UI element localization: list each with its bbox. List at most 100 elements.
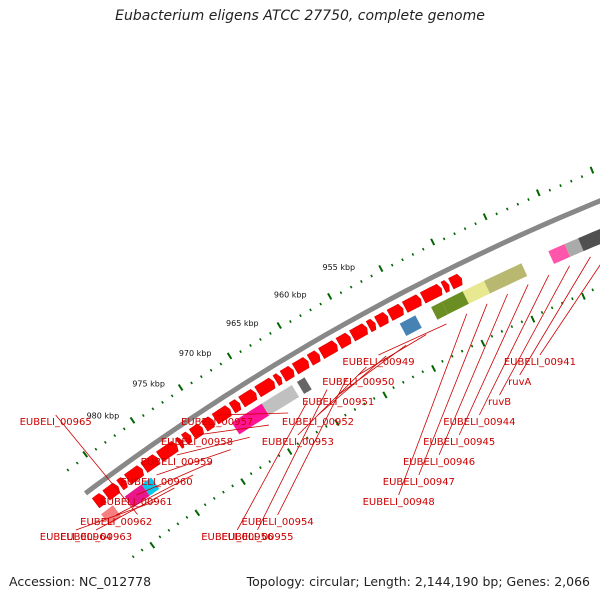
inner-tick bbox=[194, 509, 201, 517]
inner-tick bbox=[353, 408, 357, 411]
scale-tick bbox=[276, 321, 282, 330]
gene-arrow bbox=[386, 303, 404, 321]
scale-tick bbox=[559, 184, 562, 188]
inner-tick bbox=[520, 320, 524, 324]
inner-tick bbox=[259, 466, 262, 470]
inner-tick bbox=[401, 380, 405, 384]
leader-line bbox=[297, 366, 367, 436]
inner-tick bbox=[131, 555, 135, 559]
gene-label: EUBELI_00954 bbox=[242, 517, 314, 528]
gene-arrow bbox=[175, 437, 185, 449]
scale-tick bbox=[401, 258, 404, 262]
gene-arrow bbox=[291, 357, 310, 375]
scale-tick bbox=[482, 213, 488, 221]
inner-tick bbox=[158, 535, 162, 539]
scale-label: 965 kbp bbox=[226, 319, 259, 328]
gene-label: EUBELI_00949 bbox=[342, 357, 414, 368]
leader-line bbox=[418, 303, 488, 476]
gene-arrow bbox=[401, 294, 422, 313]
scale-tick bbox=[129, 416, 136, 424]
inner-tick bbox=[571, 297, 574, 301]
scale-tick bbox=[259, 337, 262, 341]
gene-arrow bbox=[238, 388, 258, 408]
leader-line bbox=[257, 389, 328, 531]
inner-tick bbox=[240, 478, 246, 486]
inner-tick bbox=[540, 310, 544, 314]
inner-tick bbox=[268, 460, 272, 464]
gene-label: EUBELI_00947 bbox=[383, 477, 455, 488]
scale-tick bbox=[161, 400, 164, 404]
feature-domains bbox=[101, 229, 600, 526]
gene-label: EUBELI_00956 bbox=[201, 532, 273, 543]
scale-tick bbox=[453, 232, 456, 236]
domain-block bbox=[578, 229, 600, 252]
gene-label: EUBELI_00945 bbox=[423, 437, 495, 448]
gene-label: EUBELI_00944 bbox=[443, 417, 515, 428]
scale-tick bbox=[249, 344, 252, 347]
gene-label: EUBELI_00946 bbox=[403, 457, 475, 468]
gene-arrow bbox=[155, 440, 179, 463]
inner-tick bbox=[203, 503, 207, 507]
leader-line bbox=[499, 265, 570, 396]
scale-tick bbox=[151, 407, 155, 411]
scale-tick bbox=[319, 302, 322, 306]
scale-tick bbox=[82, 450, 89, 458]
scale-tick bbox=[309, 308, 312, 312]
gene-arrow bbox=[448, 273, 463, 290]
gene-arrow bbox=[374, 312, 389, 328]
scale-tick bbox=[390, 263, 394, 267]
inner-tick bbox=[470, 344, 474, 348]
leader-line bbox=[277, 377, 348, 516]
scale-tick bbox=[474, 222, 477, 226]
inner-tick bbox=[140, 548, 144, 552]
gene-arrow bbox=[306, 350, 321, 366]
scale-tick bbox=[103, 440, 107, 444]
scale-tick bbox=[75, 461, 79, 465]
leader-line bbox=[479, 274, 550, 416]
scale-tick bbox=[299, 314, 302, 318]
inner-tick bbox=[185, 515, 189, 519]
gene-label: EUBELI_00957 bbox=[181, 417, 253, 428]
gene-arrow bbox=[188, 423, 205, 440]
leader-line bbox=[75, 500, 157, 531]
scale-tick bbox=[430, 238, 436, 246]
scale-tick bbox=[516, 202, 520, 206]
gene-arrow bbox=[279, 365, 295, 382]
leader-line bbox=[236, 401, 308, 531]
gene-labels: EUBELI_00941 ruvA ruvB EUBELI_00944 EUBELI_0… bbox=[20, 357, 576, 543]
inner-tick bbox=[490, 334, 494, 338]
gene-label: EUBELI_00962 bbox=[80, 517, 152, 528]
leader-line bbox=[136, 461, 213, 496]
gene-arrow bbox=[365, 318, 377, 333]
domain-block bbox=[548, 244, 571, 264]
scale-tick bbox=[463, 227, 467, 231]
scale-ticks bbox=[66, 166, 595, 559]
scale-tick bbox=[226, 352, 233, 360]
leader-line bbox=[156, 449, 231, 476]
leader-line bbox=[337, 344, 407, 396]
scale-tick bbox=[421, 247, 425, 251]
gene-arrow bbox=[200, 416, 215, 432]
scale-label: 975 kbp bbox=[132, 380, 165, 389]
map-title: Eubacterium eligens ATCC 27750, complete… bbox=[115, 8, 485, 24]
scale-tick bbox=[239, 350, 242, 354]
gene-label: EUBELI_00959 bbox=[141, 457, 213, 468]
gene-arrow bbox=[123, 465, 145, 485]
scale-tick bbox=[113, 434, 117, 438]
inner-tick bbox=[510, 325, 514, 329]
gene-arrow bbox=[349, 323, 368, 342]
scale-tick bbox=[527, 198, 530, 201]
leader-line bbox=[217, 412, 289, 416]
leader-line bbox=[519, 256, 591, 376]
scale-tick bbox=[66, 468, 70, 472]
domain-block bbox=[564, 238, 584, 257]
domain-block bbox=[484, 263, 528, 294]
leader-line bbox=[539, 264, 600, 356]
scale-tick bbox=[360, 280, 363, 283]
scale-tick bbox=[370, 274, 373, 278]
inner-tick bbox=[500, 329, 504, 333]
gene-label: EUBELI_00941 bbox=[504, 357, 576, 368]
scale-tick bbox=[209, 368, 213, 372]
gene-arrow bbox=[228, 399, 242, 414]
scale-tick bbox=[570, 179, 573, 183]
